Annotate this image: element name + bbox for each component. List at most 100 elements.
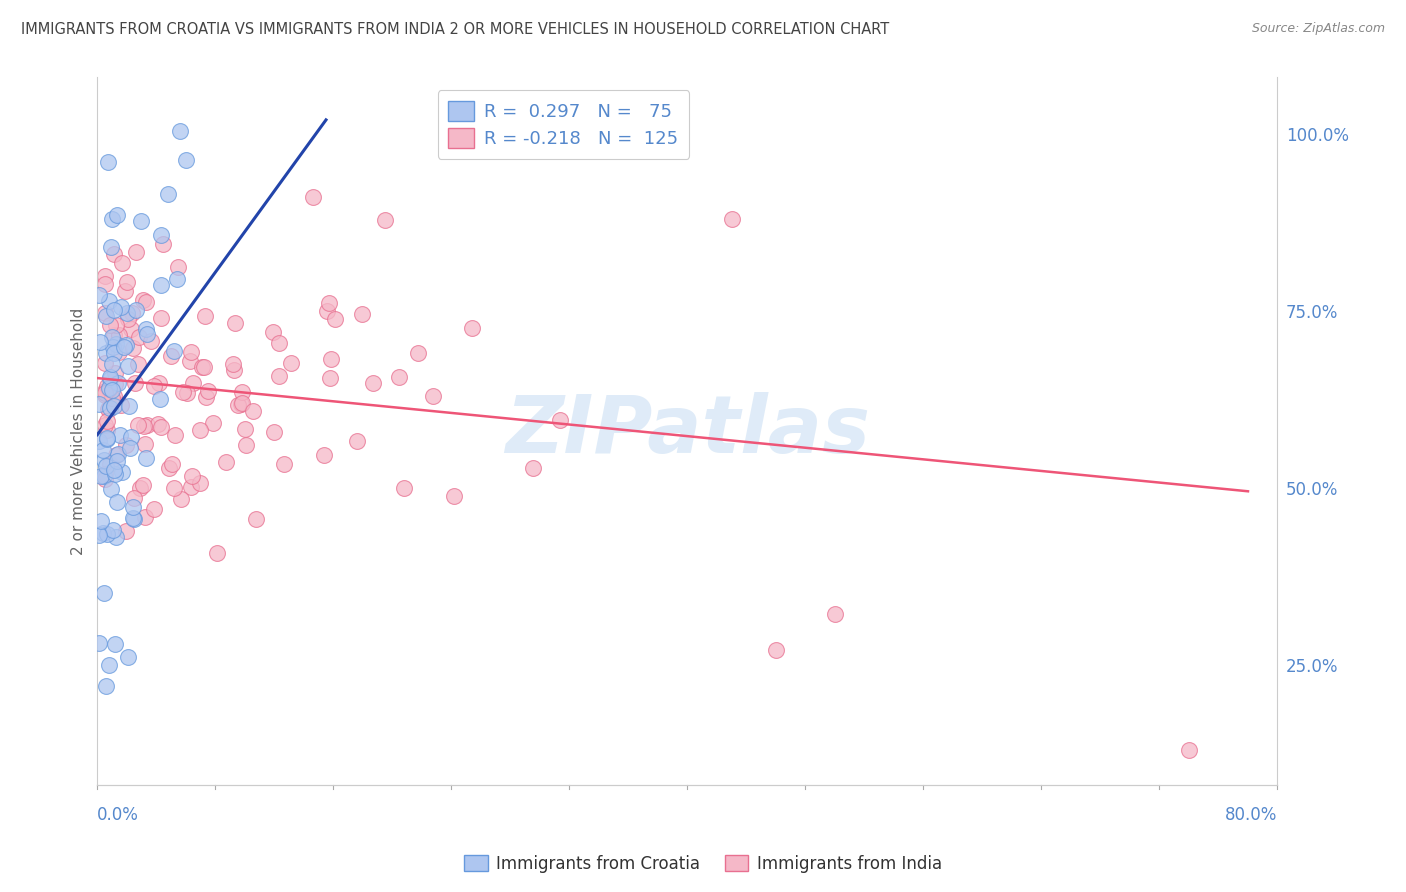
Point (104, 376, 127, 391)
Point (152, 237, 174, 252)
Point (98, 382, 121, 396)
Point (273, 457, 295, 471)
Point (90, 469, 112, 483)
Point (98, 657, 121, 672)
Point (150, 311, 173, 326)
Point (201, 416, 224, 430)
Point (224, 316, 246, 330)
Point (461, 320, 484, 334)
Point (101, 357, 124, 371)
Point (824, 607, 846, 622)
Point (122, 500, 145, 514)
Point (176, 386, 198, 401)
Point (191, 359, 214, 374)
Point (101, 211, 124, 226)
Point (93, 356, 115, 370)
Point (103, 303, 125, 318)
Point (172, 384, 194, 399)
Point (114, 338, 136, 352)
Point (169, 124, 191, 138)
Point (231, 385, 253, 400)
Point (107, 447, 129, 461)
Point (388, 370, 411, 384)
Legend: R =  0.297   N =   75, R = -0.218   N =  125: R = 0.297 N = 75, R = -0.218 N = 125 (437, 90, 689, 159)
Point (314, 448, 336, 462)
Point (97, 155, 120, 169)
Point (97, 382, 120, 396)
Point (194, 310, 217, 324)
Point (93, 586, 115, 600)
Point (128, 481, 150, 495)
Point (97, 381, 120, 395)
Point (121, 341, 143, 355)
Point (104, 337, 127, 351)
Point (96, 379, 118, 393)
Point (125, 244, 148, 259)
Point (166, 272, 188, 286)
Point (149, 392, 172, 407)
Point (180, 480, 202, 494)
Point (136, 327, 159, 342)
Point (146, 417, 169, 432)
Point (105, 454, 128, 468)
Point (765, 643, 787, 657)
Point (127, 357, 149, 371)
Point (131, 293, 153, 307)
Point (110, 398, 132, 412)
Point (148, 376, 170, 390)
Point (98, 372, 121, 386)
Point (110, 301, 132, 315)
Point (103, 246, 125, 260)
Point (93, 467, 115, 482)
Point (269, 369, 291, 384)
Point (150, 278, 173, 293)
Point (101, 391, 124, 405)
Point (93, 384, 115, 398)
Legend: Immigrants from Croatia, Immigrants from India: Immigrants from Croatia, Immigrants from… (457, 848, 949, 880)
Point (215, 454, 238, 468)
Point (121, 305, 143, 319)
Point (96, 432, 118, 446)
Point (111, 465, 134, 479)
Point (180, 469, 202, 483)
Point (316, 303, 339, 318)
Point (350, 307, 373, 321)
Text: 0.0%: 0.0% (97, 806, 139, 824)
Point (90, 514, 112, 528)
Point (323, 312, 346, 326)
Point (103, 345, 125, 359)
Point (136, 417, 159, 432)
Point (115, 524, 138, 538)
Point (170, 491, 193, 506)
Point (104, 448, 127, 462)
Point (205, 546, 228, 560)
Point (167, 260, 190, 275)
Point (176, 153, 198, 167)
Point (245, 512, 267, 526)
Point (87, 527, 110, 541)
Point (165, 427, 187, 442)
Point (233, 421, 256, 435)
Point (408, 346, 430, 360)
Point (117, 650, 139, 665)
Point (93, 277, 115, 291)
Point (163, 481, 186, 495)
Point (548, 413, 571, 427)
Point (120, 430, 142, 444)
Point (392, 482, 415, 496)
Point (101, 329, 124, 343)
Text: ZIPatlas: ZIPatlas (505, 392, 870, 470)
Point (115, 276, 138, 290)
Point (302, 190, 325, 204)
Point (128, 330, 150, 344)
Point (522, 461, 544, 475)
Point (443, 489, 465, 503)
Point (100, 482, 122, 496)
Point (96, 423, 118, 437)
Point (97, 401, 120, 416)
Point (157, 461, 180, 475)
Point (105, 208, 128, 222)
Point (188, 423, 211, 437)
Point (132, 477, 155, 491)
Point (222, 357, 245, 371)
